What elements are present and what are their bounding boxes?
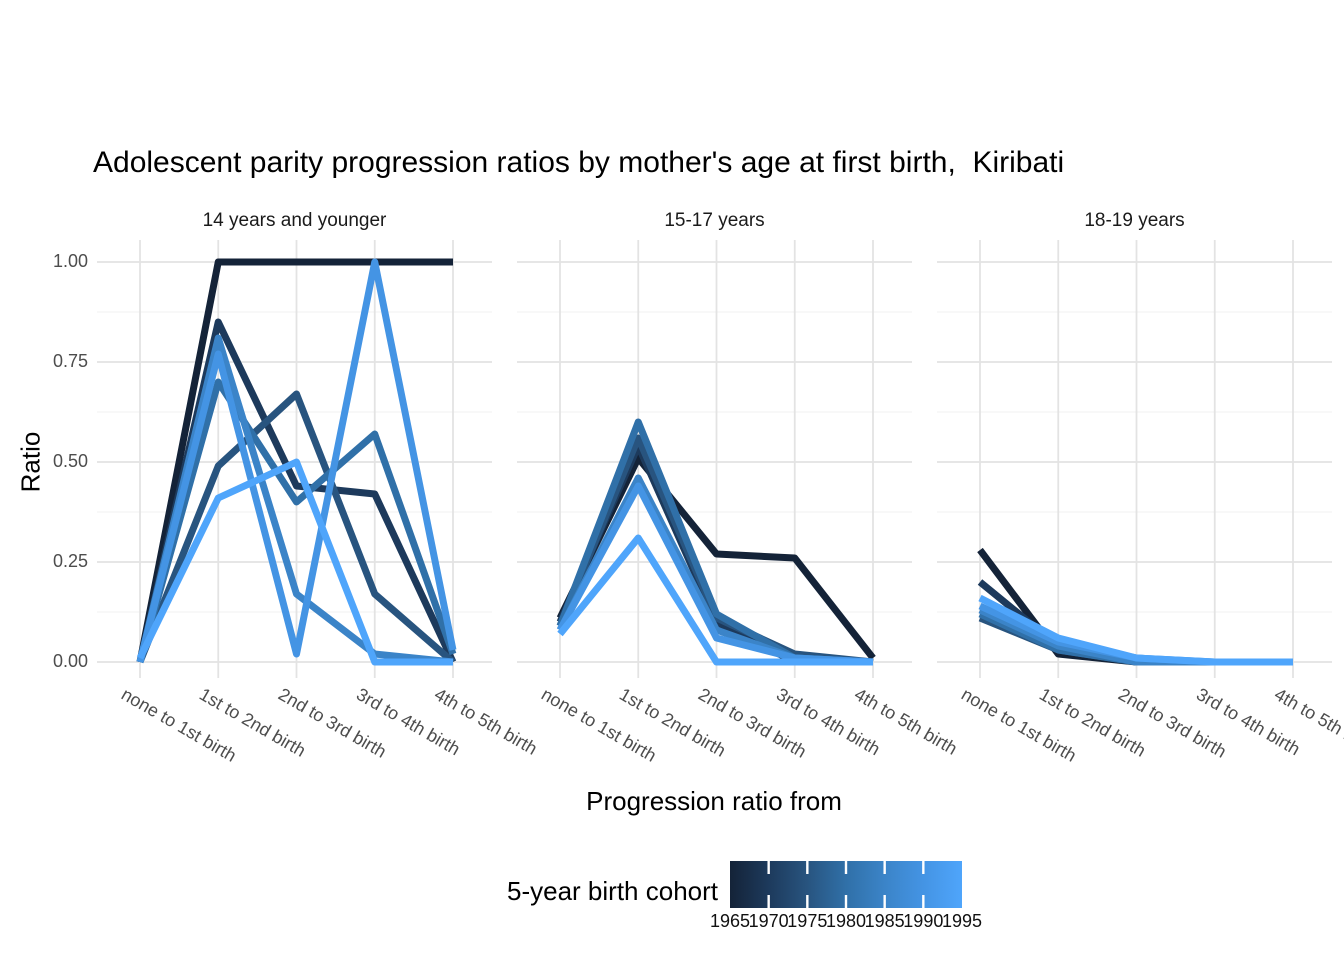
legend-label-1985: 1985 [864,911,905,931]
series-line-1965 [136,258,453,663]
series-line-1995 [978,594,1293,666]
x-axis-title: Progression ratio from [586,786,842,816]
panel-14-and-younger [97,240,492,678]
legend-label-1965: 1965 [709,911,751,931]
facet-strip-label-2: 15-17 years [664,210,765,231]
series-line-1980 [136,378,457,663]
legend-label-1975: 1975 [787,911,828,931]
panel-15-17-years [517,240,912,678]
chart-title: Adolescent parity progression ratios by … [93,146,1065,179]
panel-18-19-years [937,240,1332,678]
series-line-1990 [136,258,457,663]
legend-colorbar [730,861,962,908]
y-tick-label-0.75: 0.75 [52,351,88,371]
facet-strip-label-3: 18-19 years [1084,210,1185,231]
series-line-1995 [557,534,873,666]
legend-label-1990: 1990 [903,911,944,931]
series-line-1995 [136,458,453,666]
y-tick-label-1.00: 1.00 [52,251,88,271]
y-tick-label-0.50: 0.50 [52,451,88,471]
legend-label-1970: 1970 [748,911,789,931]
y-tick-label-0.00: 0.00 [52,651,88,671]
legend-title: 5-year birth cohort [507,876,718,906]
legend-label-1980: 1980 [825,911,867,931]
y-tick-label-0.25: 0.25 [52,551,88,571]
series-line-1975 [136,390,456,665]
legend-label-1995: 1995 [941,911,983,931]
facet-strip-label-1: 14 years and younger [202,210,387,231]
